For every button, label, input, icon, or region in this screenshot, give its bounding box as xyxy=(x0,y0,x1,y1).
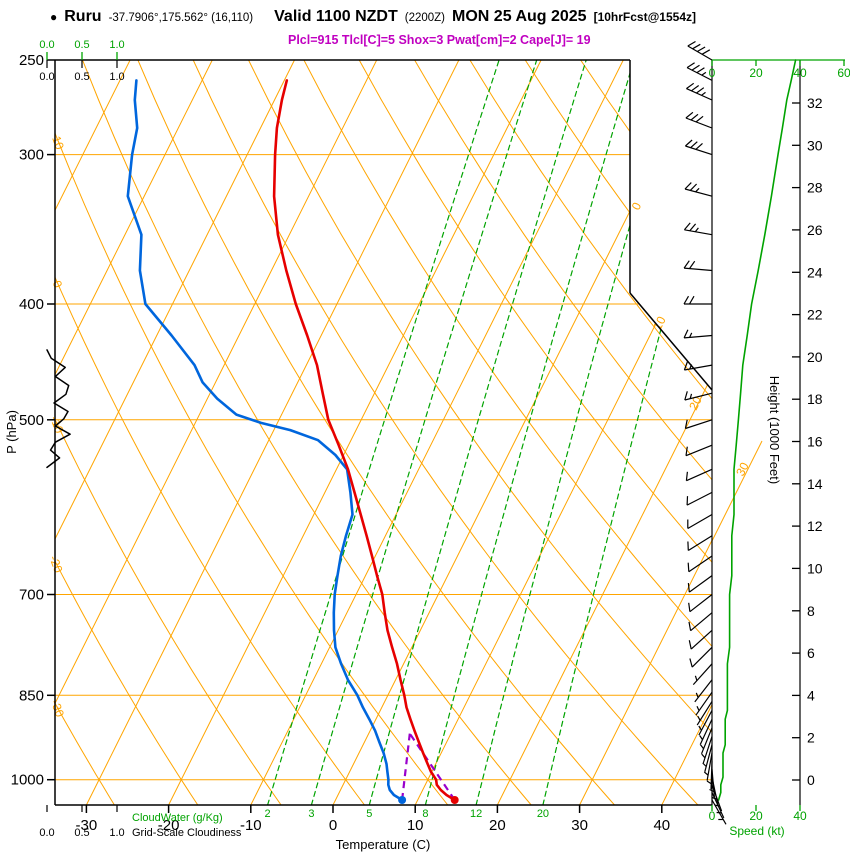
svg-text:1.0: 1.0 xyxy=(109,39,124,51)
speed-curve xyxy=(717,59,797,801)
svg-text:0: 0 xyxy=(709,809,716,823)
svg-text:10: 10 xyxy=(807,560,823,576)
svg-text:14: 14 xyxy=(807,476,823,492)
svg-text:Temperature (C): Temperature (C) xyxy=(336,837,431,852)
svg-text:40: 40 xyxy=(793,66,807,80)
svg-text:26: 26 xyxy=(807,222,823,238)
forecast-hour: [10hrFcst@1554z] xyxy=(593,10,696,24)
svg-text:1000: 1000 xyxy=(11,772,44,789)
svg-text:850: 850 xyxy=(19,687,44,704)
svg-text:-30: -30 xyxy=(76,817,98,834)
cloudiness-curve xyxy=(46,349,71,469)
svg-text:20: 20 xyxy=(749,809,763,823)
svg-text:20: 20 xyxy=(807,349,823,365)
svg-text:10: 10 xyxy=(650,314,669,333)
svg-text:-30: -30 xyxy=(48,698,67,719)
station-coordinates: -37.7906°,175.562° (16,110) xyxy=(108,12,254,24)
svg-text:12: 12 xyxy=(470,808,482,820)
station-bullet-icon: ● xyxy=(50,10,58,24)
cloud-scales: 0.0 0.5 1.0 0.0 0.5 1.0 0.0 0.5 1.0 CloudWater (g… xyxy=(39,39,242,839)
svg-text:22: 22 xyxy=(807,307,823,323)
pressure-axis: 250 300 400 500 700 850 1000 P (hPa) xyxy=(4,52,55,789)
svg-text:2: 2 xyxy=(265,808,271,820)
svg-text:10: 10 xyxy=(49,134,67,152)
svg-text:5: 5 xyxy=(366,808,372,820)
valid-time: Valid 1100 NZDT xyxy=(274,8,398,25)
svg-text:0: 0 xyxy=(807,772,815,788)
svg-text:1.0: 1.0 xyxy=(109,827,124,839)
svg-text:60: 60 xyxy=(837,66,850,80)
svg-text:0.0: 0.0 xyxy=(39,39,54,51)
svg-text:12: 12 xyxy=(807,518,823,534)
svg-text:0.0: 0.0 xyxy=(39,827,54,839)
svg-text:0: 0 xyxy=(50,279,66,290)
valid-date: MON 25 Aug 2025 xyxy=(452,8,587,25)
svg-text:18: 18 xyxy=(807,391,823,407)
skewt-grid xyxy=(55,60,712,805)
svg-text:500: 500 xyxy=(19,412,44,429)
svg-text:0: 0 xyxy=(329,817,337,834)
svg-text:20: 20 xyxy=(749,66,763,80)
svg-text:Grid-Scale Cloudiness: Grid-Scale Cloudiness xyxy=(132,827,242,839)
svg-text:30: 30 xyxy=(733,460,752,479)
sounding-parameters: Plcl=915 Tlcl[C]=5 Shox=3 Pwat[cm]=2 Cap… xyxy=(288,33,591,47)
svg-text:6: 6 xyxy=(807,645,815,661)
svg-text:CloudWater (g/Kg): CloudWater (g/Kg) xyxy=(132,812,223,824)
svg-text:250: 250 xyxy=(19,52,44,69)
svg-text:10: 10 xyxy=(407,817,424,834)
svg-text:0.5: 0.5 xyxy=(74,71,89,83)
svg-text:20: 20 xyxy=(489,817,506,834)
svg-text:-20: -20 xyxy=(158,817,180,834)
surface-dewpoint-dot xyxy=(398,796,407,804)
svg-text:0: 0 xyxy=(709,66,716,80)
svg-text:2: 2 xyxy=(807,730,815,746)
dewpoint-curve xyxy=(126,79,407,804)
svg-text:30: 30 xyxy=(807,137,823,153)
wind-barbs xyxy=(683,40,727,825)
svg-text:24: 24 xyxy=(807,264,823,280)
svg-text:0: 0 xyxy=(629,200,645,213)
plot-borders xyxy=(54,59,801,806)
svg-text:400: 400 xyxy=(19,296,44,313)
svg-text:Speed (kt): Speed (kt) xyxy=(729,824,784,838)
svg-text:P (hPa): P (hPa) xyxy=(4,410,19,454)
svg-text:8: 8 xyxy=(422,808,428,820)
station-name: Ruru xyxy=(64,8,102,25)
valid-time-utc: (2200Z) xyxy=(404,12,446,24)
temperature-curve xyxy=(272,79,459,804)
svg-text:-20: -20 xyxy=(46,554,65,575)
svg-text:40: 40 xyxy=(653,817,670,834)
chart-header: ● Ruru -37.7906°,175.562° (16,110) Valid… xyxy=(50,8,696,26)
svg-text:28: 28 xyxy=(807,180,823,196)
svg-text:1.0: 1.0 xyxy=(109,71,124,83)
parcel-path xyxy=(401,732,456,801)
svg-text:3: 3 xyxy=(308,808,314,820)
svg-text:700: 700 xyxy=(19,587,44,604)
svg-text:16: 16 xyxy=(807,434,823,450)
svg-text:40: 40 xyxy=(793,809,807,823)
svg-text:8: 8 xyxy=(807,603,815,619)
svg-text:0.5: 0.5 xyxy=(74,39,89,51)
svg-text:300: 300 xyxy=(19,147,44,164)
svg-text:-10: -10 xyxy=(240,817,262,834)
svg-text:20: 20 xyxy=(537,808,549,820)
svg-text:0.0: 0.0 xyxy=(39,71,54,83)
svg-text:Height (1000 Feet): Height (1000 Feet) xyxy=(767,376,782,484)
svg-text:30: 30 xyxy=(571,817,588,834)
svg-text:0.5: 0.5 xyxy=(74,827,89,839)
mixing-ratio-labels: 2 3 5 8 12 20 xyxy=(265,808,550,820)
surface-temperature-dot xyxy=(450,796,459,804)
svg-text:32: 32 xyxy=(807,95,823,111)
svg-text:4: 4 xyxy=(807,687,815,703)
temperature-axis: -30 -20 -10 0 10 20 30 40 Temperature (C) xyxy=(76,805,670,852)
